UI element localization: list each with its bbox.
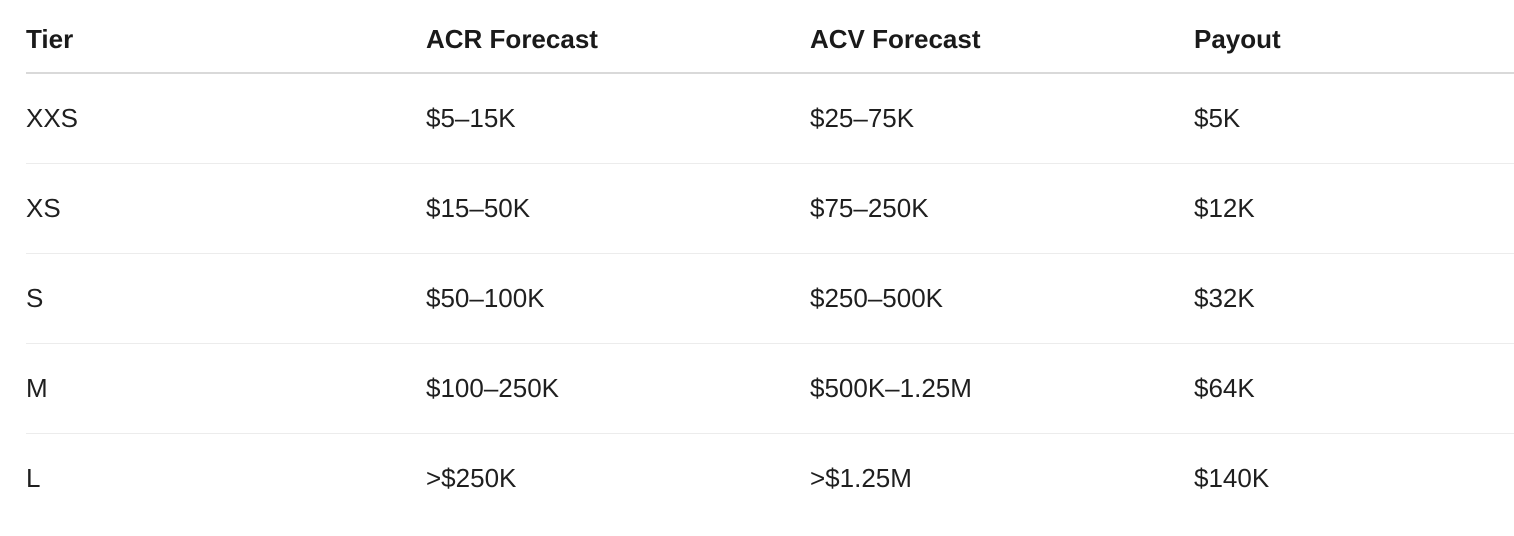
- column-header-payout: Payout: [1194, 0, 1514, 74]
- column-header-label: ACV Forecast: [810, 23, 981, 54]
- table-row: L >$250K >$1.25M $140K: [26, 434, 1514, 524]
- table-row: M $100–250K $500K–1.25M $64K: [26, 343, 1514, 434]
- cell-tier: XS: [26, 163, 426, 254]
- cell-acv-forecast: $250–500K: [810, 253, 1194, 344]
- cell-payout: $32K: [1194, 253, 1514, 344]
- cell-payout: $140K: [1194, 463, 1270, 493]
- cell-acr-forecast: $5–15K: [426, 73, 810, 164]
- table-header-row: Tier ACR Forecast ACV Forecast Payout: [26, 0, 1514, 74]
- column-header-acv-forecast: ACV Forecast: [810, 0, 1194, 74]
- cell-payout: $5K: [1194, 73, 1514, 164]
- cell-tier: S: [26, 253, 426, 344]
- cell-tier: L: [26, 463, 41, 493]
- column-header-label: ACR Forecast: [426, 23, 598, 54]
- column-header-label: Tier: [26, 23, 74, 54]
- cell-acr-forecast: $15–50K: [426, 163, 810, 254]
- table-row: S $50–100K $250–500K $32K: [26, 253, 1514, 344]
- cell-acr-forecast: $100–250K: [426, 343, 810, 434]
- cell-payout: $64K: [1194, 343, 1514, 434]
- column-header-acr-forecast: ACR Forecast: [426, 0, 810, 74]
- tier-payout-table-container: Tier ACR Forecast ACV Forecast Payout XX…: [26, 0, 1514, 523]
- cell-acv-forecast: >$1.25M: [810, 463, 912, 493]
- cell-acv-forecast: $75–250K: [810, 163, 1194, 254]
- cell-payout: $12K: [1194, 163, 1514, 254]
- cell-tier: M: [26, 343, 426, 434]
- cell-acr-forecast: >$250K: [426, 463, 517, 493]
- cell-acv-forecast: $25–75K: [810, 73, 1194, 164]
- table-row: XXS $5–15K $25–75K $5K: [26, 73, 1514, 164]
- cell-acr-forecast: $50–100K: [426, 253, 810, 344]
- column-header-tier: Tier: [26, 0, 426, 74]
- cell-tier: XXS: [26, 73, 426, 164]
- column-header-label: Payout: [1194, 23, 1281, 54]
- cell-acv-forecast: $500K–1.25M: [810, 343, 1194, 434]
- tier-payout-table: Tier ACR Forecast ACV Forecast Payout XX…: [26, 0, 1514, 523]
- table-row: XS $15–50K $75–250K $12K: [26, 163, 1514, 254]
